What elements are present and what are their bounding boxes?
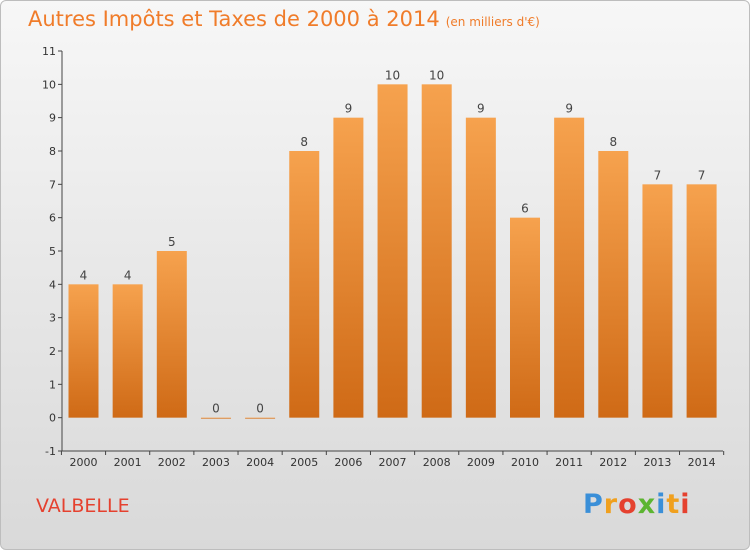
x-tick-label: 2000 (70, 456, 98, 469)
y-tick-label: 0 (49, 412, 56, 425)
bar-2008 (421, 84, 452, 418)
x-tick-label: 2005 (290, 456, 318, 469)
bar-2002 (156, 251, 187, 418)
bar-2014 (686, 184, 717, 418)
y-tick-label: 2 (49, 345, 56, 358)
x-tick-label: 2004 (246, 456, 274, 469)
y-tick-label: 8 (49, 145, 56, 158)
bar-2013 (642, 184, 673, 418)
bar-2005 (289, 151, 320, 418)
logo-letter: o (618, 489, 638, 520)
logo-letter: P (583, 489, 604, 520)
value-label: 10 (385, 68, 400, 82)
y-tick-label: 5 (49, 245, 56, 258)
logo-letter: t (666, 489, 681, 520)
value-label: 8 (609, 135, 617, 149)
x-tick-label: 2003 (202, 456, 230, 469)
place-name: VALBELLE (36, 495, 130, 517)
chart-title-text: Autres Impôts et Taxes de 2000 à 2014 (28, 7, 440, 31)
value-label: 0 (212, 402, 220, 416)
bar-2001 (112, 284, 143, 418)
logo-letter: x (637, 489, 657, 520)
logo-letter: r (603, 489, 619, 520)
x-tick-label: 2008 (423, 456, 451, 469)
x-tick-label: 2011 (555, 456, 583, 469)
x-tick-label: 2009 (467, 456, 495, 469)
value-label: 8 (300, 135, 308, 149)
x-tick-label: 2010 (511, 456, 539, 469)
chart-subtitle: (en milliers d'€) (445, 15, 540, 29)
value-label: 5 (168, 235, 176, 249)
x-tick-label: 2002 (158, 456, 186, 469)
logo-letter: i (680, 489, 691, 520)
value-label: 7 (698, 168, 706, 182)
x-tick-label: 2013 (643, 456, 671, 469)
proxiti-logo[interactable]: Proxiti (583, 489, 691, 520)
y-tick-label: 1 (49, 378, 56, 391)
logo-letter: i (656, 489, 667, 520)
x-tick-label: 2001 (114, 456, 142, 469)
y-tick-label: 11 (42, 45, 56, 58)
bar-2010 (510, 217, 540, 418)
y-tick-label: 10 (42, 78, 56, 91)
value-label: 6 (521, 202, 529, 216)
value-label: 0 (256, 402, 264, 416)
x-tick-label: 2007 (379, 456, 407, 469)
value-label: 7 (654, 168, 662, 182)
value-label: 9 (477, 102, 485, 116)
value-label: 4 (124, 268, 132, 282)
value-label: 4 (80, 268, 88, 282)
value-label: 10 (429, 68, 444, 82)
value-label: 9 (345, 102, 353, 116)
bar-2012 (598, 151, 629, 418)
x-tick-label: 2014 (688, 456, 716, 469)
bar-2007 (377, 84, 408, 418)
bar-2006 (333, 117, 364, 418)
y-tick-label: 4 (49, 278, 56, 291)
y-tick-label: 6 (49, 212, 56, 225)
bar-2000 (68, 284, 99, 418)
x-tick-label: 2012 (599, 456, 627, 469)
bar-2009 (465, 117, 496, 418)
bar-2003 (200, 417, 231, 419)
y-tick-label: -1 (45, 445, 56, 458)
bar-2011 (554, 117, 585, 418)
y-tick-label: 7 (49, 178, 56, 191)
y-tick-label: 3 (49, 312, 56, 325)
bar-2004 (245, 417, 276, 419)
y-tick-label: 9 (49, 112, 56, 125)
value-label: 9 (565, 102, 573, 116)
chart-title: Autres Impôts et Taxes de 2000 à 2014 (en… (28, 7, 540, 31)
x-tick-label: 2006 (334, 456, 362, 469)
